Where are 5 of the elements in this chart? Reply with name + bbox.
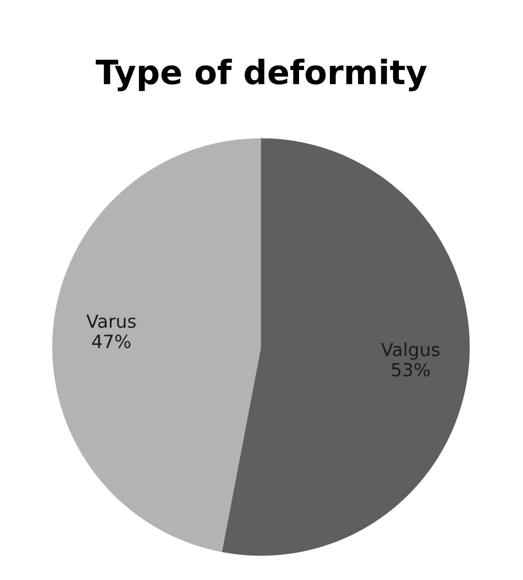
chart-title: Type of deformity (96, 58, 427, 92)
slice-label: Valgus (381, 342, 440, 360)
data-label: 53% (392, 362, 430, 376)
slice-label: Varus (86, 314, 136, 328)
data-label: 47% (92, 334, 130, 348)
